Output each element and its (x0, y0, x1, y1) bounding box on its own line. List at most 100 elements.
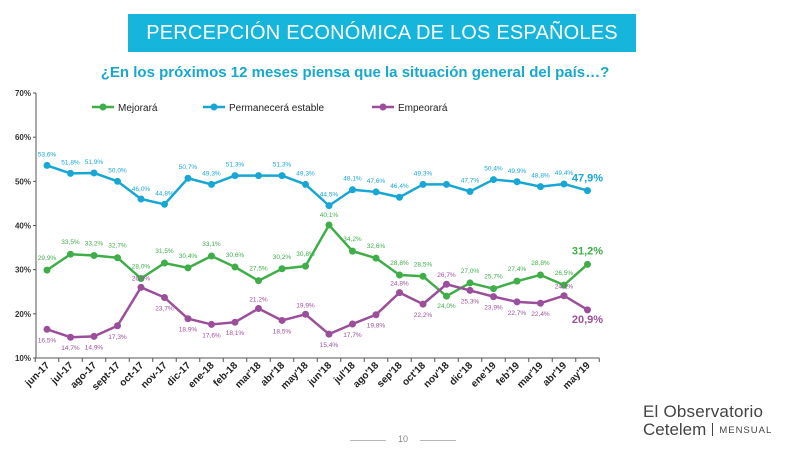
data-point (161, 293, 168, 301)
data-label: 31,5% (155, 248, 174, 255)
y-tick-label: 50% (15, 177, 31, 186)
data-point (302, 310, 309, 318)
data-label: 40,1% (320, 212, 339, 219)
x-tick-label: ene-18 (186, 360, 216, 390)
y-tick-label: 70% (15, 89, 31, 98)
x-tick-label: jun'18 (305, 360, 334, 389)
brand-separator (712, 423, 714, 436)
data-label: 33,2% (85, 241, 104, 248)
data-label: 44,5% (320, 192, 339, 199)
data-point (90, 252, 98, 260)
data-point (43, 325, 51, 333)
data-label: 33,5% (61, 239, 80, 246)
brand-name: Cetelem (643, 420, 707, 439)
data-point (443, 180, 450, 188)
x-tick-label: may'18 (279, 360, 311, 392)
x-tick-label: ago'18 (351, 360, 381, 390)
page-number: 10 (397, 434, 408, 444)
data-label: 53,6% (38, 151, 57, 158)
brand-logo: El Observatorio Cetelem MENSUAL (643, 403, 772, 440)
data-label: 25,3% (461, 298, 480, 305)
data-label: 46,4% (390, 183, 409, 190)
series-line (46, 164, 588, 207)
data-point (349, 320, 356, 328)
title-banner: PERCEPCIÓN ECONÓMICA DE LOS ESPAÑOLES (128, 14, 636, 52)
data-point (278, 265, 286, 273)
data-point (513, 277, 521, 285)
data-point (560, 180, 568, 188)
data-label: 19,9% (296, 302, 315, 309)
legend-swatch-marker (99, 103, 107, 111)
legend-swatch-marker (379, 103, 387, 111)
footer-divider-right (420, 440, 456, 441)
data-point (137, 283, 145, 291)
data-point (43, 266, 51, 274)
data-point (396, 193, 403, 201)
data-point (184, 174, 192, 182)
data-label: 22,2% (414, 312, 433, 319)
y-tick-label: 30% (15, 266, 31, 275)
data-label: 17,7% (343, 332, 362, 339)
y-tick-label: 40% (15, 222, 31, 231)
chart-question: ¿En los próximos 12 meses piensa que la … (100, 64, 610, 81)
data-label: 46,0% (132, 186, 151, 193)
data-label: 32,6% (367, 243, 386, 250)
data-label: 51,8% (61, 159, 80, 166)
data-point (584, 260, 591, 268)
data-point (137, 275, 145, 282)
x-tick-label: sep'18 (375, 360, 405, 390)
data-point (137, 195, 145, 203)
page-title: PERCEPCIÓN ECONÓMICA DE LOS ESPAÑOLES (146, 22, 618, 44)
x-tick-label: may'19 (561, 360, 593, 392)
data-point (278, 316, 286, 324)
data-label: 49,3% (296, 170, 315, 177)
data-label: 44,8% (155, 190, 174, 197)
data-point (419, 300, 427, 308)
legend-label: Mejorará (118, 103, 158, 114)
y-tick-label: 20% (15, 310, 31, 319)
brand-line1: El Observatorio (643, 402, 764, 421)
data-label: 48,1% (343, 176, 362, 183)
data-point (466, 187, 474, 195)
data-label: 49,4% (555, 170, 574, 177)
data-point (90, 169, 98, 177)
data-label: 28,5% (414, 261, 433, 268)
data-label: 47,7% (461, 177, 480, 184)
data-point (184, 315, 192, 323)
data-point (231, 263, 239, 271)
data-point (466, 286, 474, 294)
data-label: 28,8% (531, 260, 550, 267)
data-point (490, 176, 497, 184)
data-label: 49,3% (414, 170, 433, 177)
brand-line2: Cetelem MENSUAL (643, 421, 772, 440)
data-point (560, 281, 568, 289)
data-point (372, 254, 380, 262)
data-label: 14,7% (61, 345, 80, 352)
data-point (396, 271, 403, 279)
data-label: 26,0% (132, 275, 151, 282)
data-label: 49,3% (202, 170, 221, 177)
data-label: 48,8% (531, 173, 550, 180)
data-point (67, 169, 74, 177)
y-tick-label: 60% (15, 133, 31, 142)
data-point (396, 289, 403, 297)
data-label: 16,5% (38, 337, 57, 344)
data-label: 32,7% (108, 243, 127, 250)
data-label: 50,7% (179, 164, 198, 171)
data-label: 50,0% (108, 167, 127, 174)
data-point (255, 277, 262, 285)
data-label: 47,6% (367, 178, 386, 185)
data-label: 47,9% (572, 173, 603, 185)
data-point (443, 280, 450, 288)
data-point (584, 306, 591, 314)
data-label: 33,1% (202, 241, 221, 248)
data-label: 28,0% (132, 264, 151, 271)
data-label: 50,4% (484, 166, 503, 173)
data-label: 30,8% (296, 251, 315, 258)
x-tick-label: jun-17 (23, 360, 53, 390)
x-tick-label: nov-17 (139, 360, 170, 391)
data-label: 18,9% (179, 327, 198, 334)
x-tick-label: mar'19 (515, 360, 546, 391)
data-point (161, 200, 168, 208)
data-point (513, 298, 521, 306)
